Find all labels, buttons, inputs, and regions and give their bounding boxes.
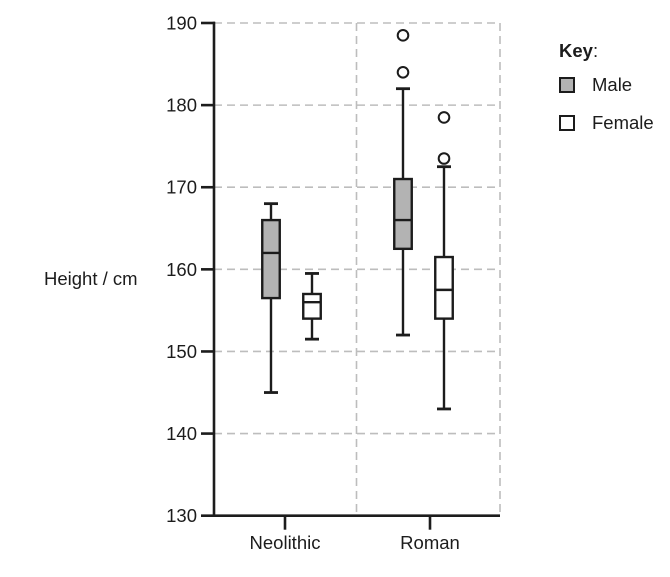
- legend-item-male: Male: [559, 74, 654, 96]
- y-tick-label-140: 140: [166, 423, 197, 444]
- male-swatch-icon: [559, 77, 575, 93]
- y-tick-label-170: 170: [166, 177, 197, 198]
- legend-title: Key:: [559, 40, 654, 62]
- female-swatch-icon: [559, 115, 575, 131]
- outlier-roman-male-188.5: [396, 29, 410, 42]
- outlier-roman-female-173.5: [437, 152, 451, 165]
- y-tick-label-130: 130: [166, 505, 197, 526]
- legend-title-colon: :: [592, 40, 599, 61]
- y-axis-title: Height / cm: [44, 268, 138, 289]
- y-tick-label-190: 190: [166, 13, 197, 34]
- box-roman-male: [393, 177, 413, 251]
- outlier-roman-male-184: [396, 65, 410, 79]
- legend-title-text: Key: [559, 40, 593, 61]
- box-roman-female: [434, 255, 454, 320]
- outlier-roman-female-178.5: [437, 111, 451, 124]
- legend-item-female: Female: [559, 112, 654, 134]
- x-category-label-roman: Roman: [400, 532, 460, 553]
- legend: Key: Male Female: [559, 40, 654, 134]
- y-tick-label-160: 160: [166, 259, 197, 280]
- y-tick-label-180: 180: [166, 95, 197, 116]
- x-category-label-neolithic: Neolithic: [250, 532, 321, 553]
- box-neolithic-female: [302, 292, 322, 320]
- legend-label-female: Female: [592, 112, 654, 133]
- legend-label-male: Male: [592, 74, 633, 95]
- y-tick-label-150: 150: [166, 341, 197, 362]
- box-neolithic-male: [261, 218, 281, 300]
